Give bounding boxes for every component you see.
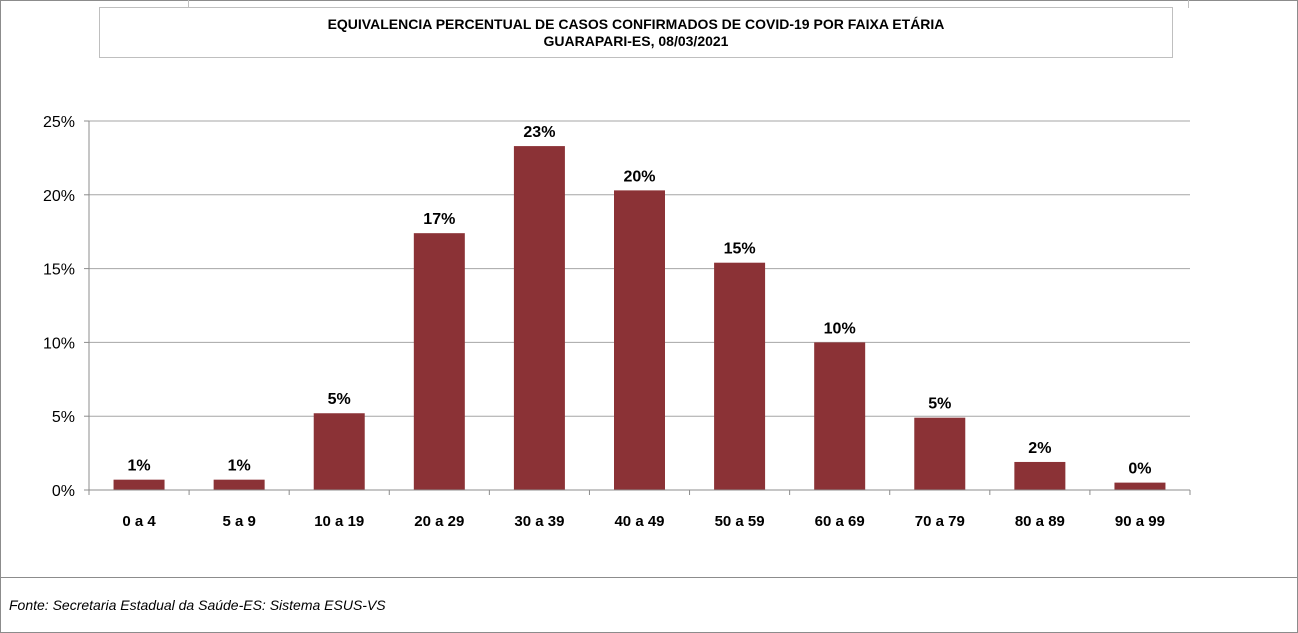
bar: [714, 262, 766, 490]
bar: [513, 146, 565, 491]
y-tick-label: 10%: [43, 335, 75, 352]
bar-chart: 0% 5% 10% 15% 20% 25% 1% 0 a 4 1% 5 a 9 5% 10 a 19 1…: [43, 114, 1191, 530]
data-label: 23%: [523, 124, 555, 141]
y-tick-label: 15%: [43, 262, 75, 279]
x-category-label: 5 a 9: [222, 513, 255, 530]
y-tick-label: 25%: [43, 114, 75, 131]
x-category-label: 60 a 69: [815, 513, 865, 530]
x-category-label: 20 a 29: [414, 513, 464, 530]
data-label: 2%: [1028, 440, 1051, 457]
x-category-label: 30 a 39: [514, 513, 564, 530]
data-label: 15%: [724, 241, 756, 258]
x-category-label: 50 a 59: [715, 513, 765, 530]
chart-subtitle: GUARAPARI-ES, 08/03/2021: [543, 33, 729, 49]
x-category-label: 40 a 49: [614, 513, 664, 530]
bar: [1114, 482, 1166, 490]
bar: [1014, 461, 1066, 490]
x-category-label: 70 a 79: [915, 513, 965, 530]
chart-title-box: EQUIVALENCIA PERCENTUAL DE CASOS CONFIRM…: [99, 7, 1173, 58]
y-tick-label: 0%: [52, 483, 75, 500]
source-note: Fonte: Secretaria Estadual da Saúde-ES: …: [9, 597, 386, 613]
data-label: 1%: [228, 458, 251, 475]
x-category-label: 80 a 89: [1015, 513, 1065, 530]
chart-title: EQUIVALENCIA PERCENTUAL DE CASOS CONFIRM…: [327, 16, 945, 32]
data-label: 5%: [928, 396, 951, 413]
bar: [313, 413, 365, 490]
data-label: 20%: [623, 168, 655, 185]
bar: [814, 342, 866, 490]
data-label: 10%: [824, 320, 856, 337]
x-category-label: 90 a 99: [1115, 513, 1165, 530]
bar: [213, 479, 265, 490]
bar: [914, 417, 966, 490]
bar: [413, 233, 465, 490]
data-label: 1%: [127, 458, 150, 475]
bar: [113, 479, 165, 490]
y-tick-label: 5%: [52, 409, 75, 426]
y-tick-label: 20%: [43, 188, 75, 205]
data-label: 0%: [1128, 461, 1151, 478]
data-label: 17%: [423, 211, 455, 228]
frame-tick: [1188, 0, 1189, 8]
frame-tick: [188, 0, 189, 8]
x-category-label: 10 a 19: [314, 513, 364, 530]
x-category-label: 0 a 4: [122, 513, 156, 530]
data-label: 5%: [328, 391, 351, 408]
bar: [614, 190, 665, 490]
footer-divider: [0, 577, 1297, 578]
